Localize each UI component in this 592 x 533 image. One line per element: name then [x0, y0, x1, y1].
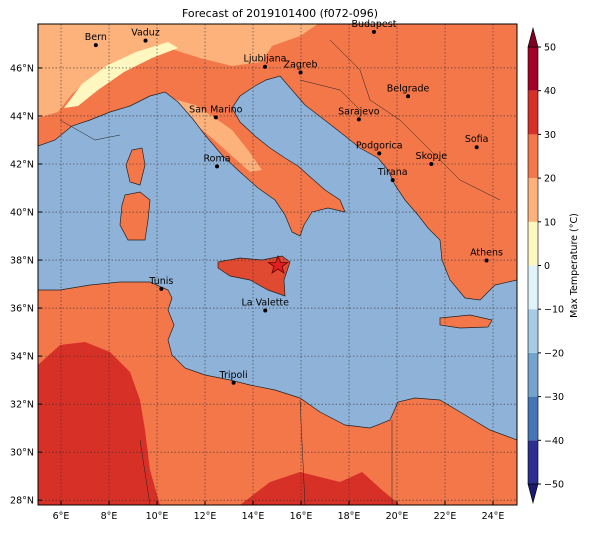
y-tick-label: 42°N — [10, 160, 34, 171]
city-dot — [390, 178, 395, 183]
colorbar-bin — [528, 178, 538, 222]
x-tick-label: 8°E — [101, 511, 118, 522]
city-label: Zagreb — [284, 60, 318, 71]
colorbar-tick-label: −20 — [544, 348, 564, 359]
colorbar-bin — [528, 221, 538, 266]
colorbar-tick-label: −50 — [544, 480, 564, 491]
city-label: Tripoli — [219, 370, 248, 381]
city-label: Ljubljana — [244, 54, 287, 65]
y-tick-label: 30°N — [10, 448, 34, 459]
city-label: Athens — [470, 248, 503, 259]
x-tick-label: 18°E — [338, 511, 361, 522]
city-label: San Marino — [189, 104, 242, 115]
x-tick-label: 24°E — [482, 511, 505, 522]
corsica — [125, 147, 146, 186]
city-dot — [263, 64, 268, 69]
y-tick-label: 34°N — [10, 352, 34, 363]
x-tick-label: 6°E — [53, 511, 70, 522]
y-tick-label: 46°N — [10, 63, 34, 74]
city-label: Sofia — [465, 134, 489, 145]
land-warm-north — [38, 24, 318, 118]
city-dot — [356, 117, 361, 122]
city-dot — [406, 94, 411, 99]
event-star — [267, 254, 289, 274]
city-dot — [484, 258, 489, 263]
colorbar-over — [527, 26, 539, 48]
colorbar-bin — [528, 90, 538, 135]
colorbar-tick-label: −10 — [544, 305, 564, 316]
colorbar-label: Max Temperature (°C) — [569, 213, 580, 318]
title: Forecast of 2019101400 (f072-096) — [182, 7, 378, 20]
y-tick-label: 32°N — [10, 400, 34, 411]
sardinia — [119, 191, 151, 241]
colorbar-tick-label: −30 — [544, 392, 564, 403]
map-layers — [38, 24, 517, 505]
city-dot — [377, 151, 382, 156]
city-label: Budapest — [351, 19, 396, 30]
city-label: Bern — [85, 32, 107, 43]
x-tick-label: 16°E — [290, 511, 313, 522]
city-dot — [263, 308, 268, 313]
borders — [59, 39, 501, 505]
city-dot — [159, 286, 164, 291]
city-label: Tunis — [148, 276, 173, 287]
city-label: Skopje — [416, 151, 448, 162]
city-label: Belgrade — [387, 83, 430, 94]
colorbar-tick-label: −40 — [544, 436, 564, 447]
city-label: La Valette — [242, 297, 290, 308]
land-hot-libya — [240, 472, 400, 505]
y-tick-label: 36°N — [10, 304, 34, 315]
city-label: Tirana — [377, 167, 408, 178]
colorbar-tick-label: 40 — [544, 86, 556, 97]
colorbar: −50 −40 −30 −20 −10 0 10 20 30 40 50 Max Temperatur… — [527, 26, 580, 505]
y-tick-label: 38°N — [10, 256, 34, 267]
colorbar-under — [527, 483, 539, 505]
colorbar-bin — [528, 396, 538, 441]
city-dot — [213, 115, 218, 120]
colorbar-bin — [528, 440, 538, 484]
y-tick-label: 44°N — [10, 111, 34, 122]
x-tick-label: 22°E — [434, 511, 457, 522]
city-dot — [93, 43, 98, 48]
map-frame — [37, 23, 518, 506]
city-dot — [231, 380, 236, 385]
city-dot — [298, 70, 303, 75]
colorbar-bin — [528, 47, 538, 91]
land-hot-africa — [38, 342, 160, 505]
city-label: Roma — [203, 153, 230, 164]
x-tick-label: 20°E — [386, 511, 409, 522]
colorbar-tick-label: 0 — [544, 261, 550, 272]
colorbar-tick-label: 50 — [544, 43, 556, 54]
y-tick-label: 28°N — [10, 496, 34, 507]
grid-layer: 6°E 8°E 10°E 12°E 14°E 16°E 18°E 20°E 22°E 24°E 28… — [10, 24, 517, 522]
colorbar-bin — [528, 352, 538, 397]
x-tick-label: 10°E — [146, 511, 169, 522]
city-label: Sarajevo — [338, 106, 380, 117]
city-dot — [215, 164, 220, 169]
colorbar-bin — [528, 309, 538, 353]
city-label: Vaduz — [131, 28, 160, 39]
x-tick-label: 12°E — [194, 511, 217, 522]
land-apennines — [170, 98, 262, 172]
x-tick-label: 14°E — [242, 511, 265, 522]
colorbar-tick-label: 30 — [544, 130, 556, 141]
city-dot — [474, 145, 479, 150]
sicily — [217, 255, 291, 297]
city-dot — [429, 162, 434, 167]
y-tick-label: 40°N — [10, 208, 34, 219]
city-dot — [143, 38, 148, 43]
land-alps — [64, 42, 178, 108]
colorbar-bin — [528, 134, 538, 179]
colorbar-tick-label: 20 — [544, 174, 556, 185]
city-label: Podgorica — [356, 140, 403, 151]
colorbar-bin — [528, 265, 538, 310]
crete — [439, 314, 493, 329]
colorbar-tick-label: 10 — [544, 217, 556, 228]
city-dot — [371, 29, 376, 34]
